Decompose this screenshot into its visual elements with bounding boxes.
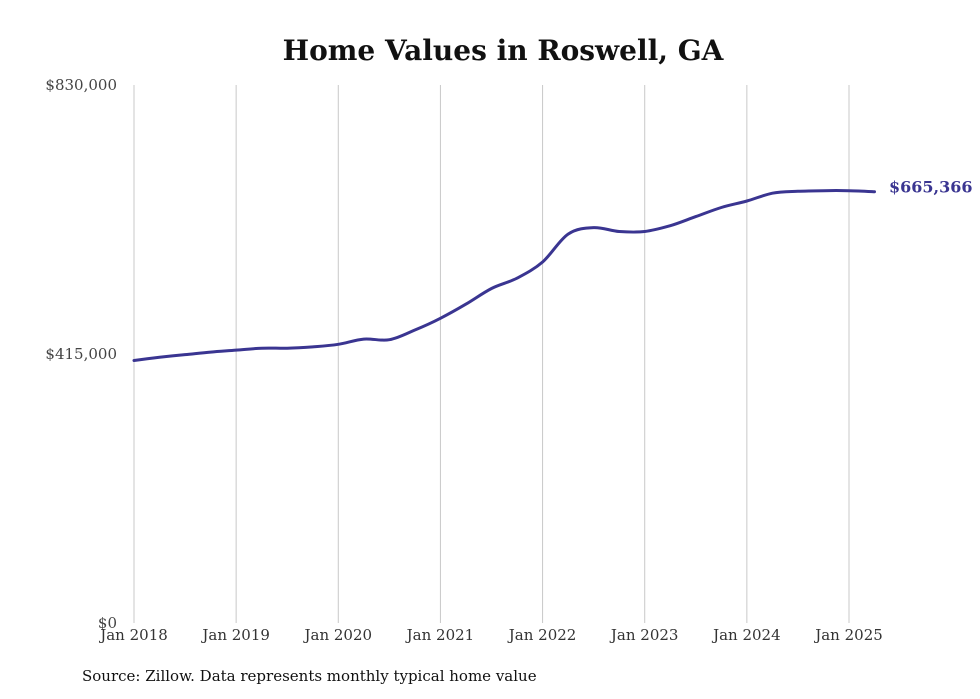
end-value-label: $665,366	[889, 178, 973, 197]
x-tick-label: Jan 2024	[711, 626, 781, 644]
gridlines	[133, 85, 850, 623]
x-tick-label: Jan 2025	[813, 626, 883, 644]
x-axis-ticks: Jan 2018 Jan 2019 Jan 2020 Jan 2021 Jan 2022…	[98, 626, 883, 644]
x-tick-label: Jan 2022	[507, 626, 577, 644]
y-tick-label: $0	[98, 614, 117, 632]
chart-title: Home Values in Roswell, GA	[283, 34, 725, 67]
x-tick-label: Jan 2023	[609, 626, 679, 644]
source-note: Source: Zillow. Data represents monthly …	[82, 667, 537, 685]
x-tick-label: Jan 2018	[98, 626, 168, 644]
y-tick-label: $830,000	[45, 76, 117, 94]
y-axis-ticks: $0 $415,000 $830,000	[45, 76, 117, 632]
x-tick-label: Jan 2019	[200, 626, 270, 644]
x-tick-label: Jan 2021	[405, 626, 475, 644]
series-line-home-value	[132, 189, 876, 362]
y-tick-label: $415,000	[45, 345, 117, 363]
x-tick-label: Jan 2020	[303, 626, 373, 644]
